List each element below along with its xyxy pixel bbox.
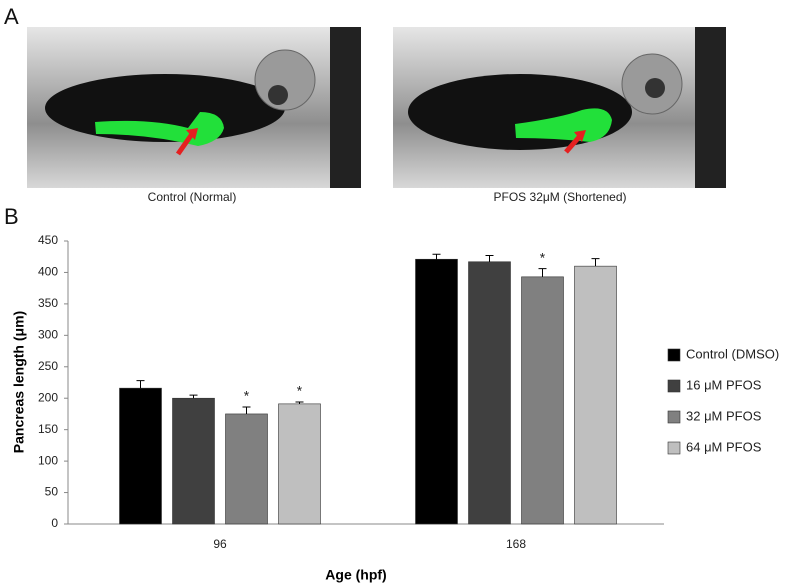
error-bar	[538, 268, 547, 277]
error-bar	[591, 258, 600, 267]
bar	[119, 387, 162, 525]
caption: PFOS 32μM (Shortened)	[494, 190, 627, 204]
y-tick-label: 50	[45, 485, 59, 499]
x-axis-title: Age (hpf)	[325, 567, 386, 583]
bar	[172, 397, 215, 525]
error-bar	[189, 394, 198, 399]
bar	[521, 276, 564, 525]
y-tick-label: 350	[38, 296, 58, 310]
y-tick-label: 100	[38, 453, 58, 467]
x-tick-label: 96	[213, 537, 227, 551]
error-bar	[295, 401, 304, 404]
x-tick-label: 168	[506, 537, 526, 551]
y-tick-label: 200	[38, 390, 58, 404]
bar	[468, 261, 511, 525]
error-bar	[432, 253, 441, 260]
bar	[278, 403, 321, 525]
legend-label: 64 μM PFOS	[686, 439, 762, 454]
micrograph	[393, 27, 726, 188]
y-tick-label: 450	[38, 233, 58, 247]
legend-label: 32 μM PFOS	[686, 408, 762, 423]
bar	[225, 413, 268, 525]
panel-label: B	[4, 204, 19, 229]
legend-label: Control (DMSO)	[686, 346, 779, 361]
legend-label: 16 μM PFOS	[686, 377, 762, 392]
significance-marker: *	[540, 249, 546, 265]
legend-swatch	[667, 348, 681, 362]
error-bar	[242, 406, 251, 414]
significance-marker: *	[244, 388, 250, 404]
y-tick-label: 0	[51, 516, 58, 530]
legend-swatch	[667, 410, 681, 424]
caption: Control (Normal)	[148, 190, 237, 204]
legend-swatch	[667, 441, 681, 455]
legend-swatch	[667, 379, 681, 393]
panel-label: A	[4, 4, 19, 29]
y-tick-label: 400	[38, 265, 58, 279]
significance-marker: *	[297, 383, 303, 399]
y-axis-title: Pancreas length (μm)	[11, 311, 27, 453]
bar	[415, 258, 458, 525]
error-bar	[485, 254, 494, 262]
error-bar	[136, 380, 145, 389]
y-tick-label: 250	[38, 359, 58, 373]
y-tick-label: 300	[38, 328, 58, 342]
bar	[574, 265, 617, 525]
micrograph	[27, 27, 361, 188]
y-tick-label: 150	[38, 422, 58, 436]
